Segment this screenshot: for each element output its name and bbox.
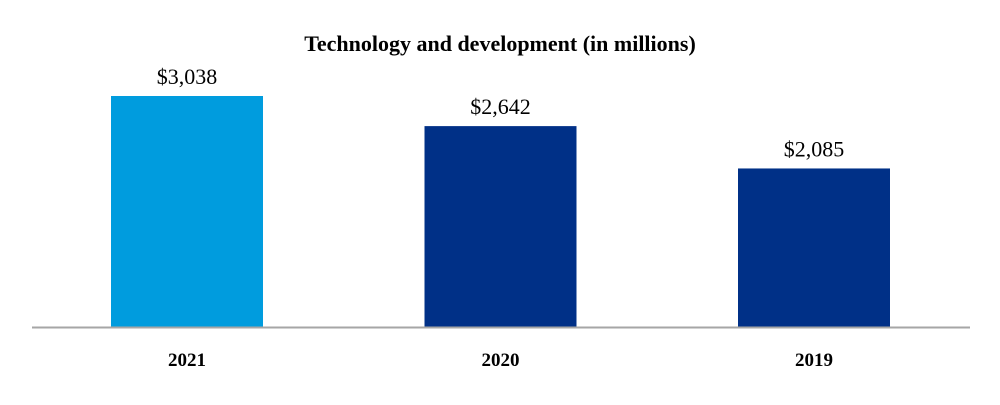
x-tick-label: 2020 [482, 350, 520, 371]
x-tick-label: 2019 [795, 350, 833, 371]
data-label: $2,642 [470, 94, 531, 119]
data-label: $2,085 [784, 136, 845, 161]
bar-2019 [738, 168, 890, 327]
bar-2021 [111, 96, 263, 327]
data-label: $3,038 [157, 64, 218, 89]
chart-title: Technology and development (in millions) [304, 31, 696, 56]
x-tick-label: 2021 [168, 350, 206, 371]
bar-2020 [424, 126, 577, 327]
